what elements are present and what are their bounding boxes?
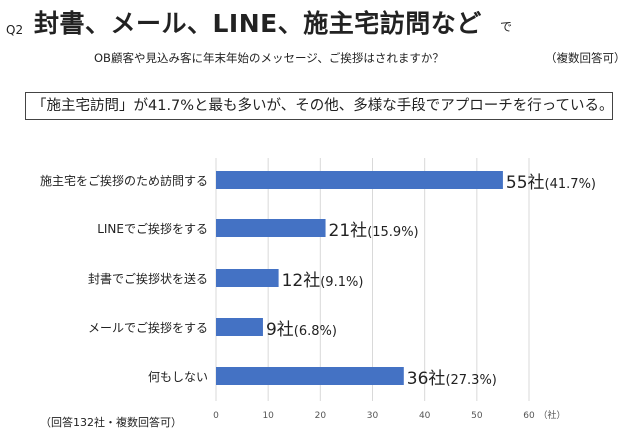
data-label-count: 36社 xyxy=(406,369,446,389)
bar xyxy=(216,367,404,385)
data-label-count: 55社 xyxy=(505,173,545,193)
data-label: 36社(27.3%) xyxy=(407,364,497,389)
summary-box: 「施主宅訪問」が41.7%と最も多いが、その他、多様な手段でアプローチを行ってい… xyxy=(25,92,613,120)
x-tick-label: 30 xyxy=(367,411,379,421)
data-label-percent: (27.3%) xyxy=(445,373,497,388)
question-number: Q2 xyxy=(6,23,24,37)
x-tick-label: 60 xyxy=(523,411,535,421)
page-title: 封書、メール、LINE、施主宅訪問など xyxy=(34,9,482,38)
category-label: LINEでご挨拶をする xyxy=(97,222,208,236)
question-text: OB顧客や見込み客に年末年始のメッセージ、ご挨拶はされますか？ xyxy=(94,51,444,65)
bar xyxy=(216,219,326,237)
category-label: 封書でご挨拶状を送る xyxy=(87,272,208,286)
x-tick-label: 0 xyxy=(213,411,219,421)
bar xyxy=(216,171,503,189)
x-axis-unit: （社） xyxy=(538,409,565,421)
category-label: メールでご挨拶をする xyxy=(87,321,208,335)
title-suffix: で xyxy=(500,20,513,34)
data-label-count: 21社 xyxy=(328,221,368,241)
data-label: 9社(6.8%) xyxy=(266,315,337,340)
footnote: （回答132社・複数回答可） xyxy=(40,416,182,429)
x-tick-label: 10 xyxy=(262,411,274,421)
bar xyxy=(216,318,263,336)
category-label: 施主宅をご挨拶のため訪問する xyxy=(39,174,208,188)
category-label: 何もしない xyxy=(147,370,208,384)
x-tick-label: 50 xyxy=(471,411,483,421)
data-label: 21社(15.9%) xyxy=(329,216,419,241)
bar xyxy=(216,269,279,287)
x-tick-label: 20 xyxy=(315,411,327,421)
data-label: 12社(9.1%) xyxy=(282,266,364,291)
data-label-count: 12社 xyxy=(281,271,321,291)
data-label-count: 9社 xyxy=(265,320,294,340)
data-label-percent: (6.8%) xyxy=(293,324,337,339)
data-label-percent: (9.1%) xyxy=(320,275,364,290)
x-tick-label: 40 xyxy=(419,411,431,421)
question-note: （複数回答可） xyxy=(545,51,626,65)
data-label: 55社(41.7%) xyxy=(506,168,596,193)
data-label-percent: (41.7%) xyxy=(544,177,596,192)
data-label-percent: (15.9%) xyxy=(367,225,419,240)
